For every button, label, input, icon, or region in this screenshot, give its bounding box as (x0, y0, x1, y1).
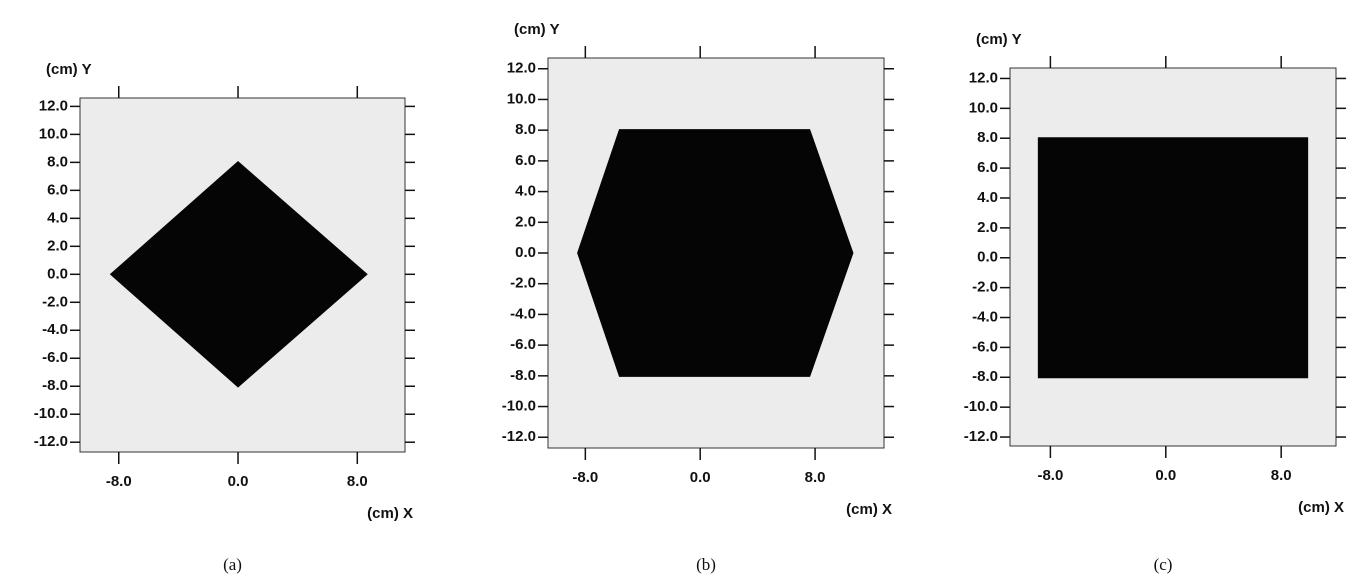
y-tick-label: 12.0 (39, 97, 68, 114)
y-tick-label: 4.0 (515, 183, 536, 200)
x-tick-label: 8.0 (1271, 467, 1292, 484)
y-tick-label: 12.0 (507, 60, 536, 77)
y-tick-label: -10.0 (502, 398, 536, 415)
x-tick-label: 0.0 (690, 469, 711, 486)
y-tick-label: 0.0 (977, 249, 998, 266)
x-tick-label: 8.0 (347, 473, 368, 490)
y-tick-label: 8.0 (977, 129, 998, 146)
y-tick-label: 10.0 (969, 99, 998, 116)
x-tick-label: 8.0 (805, 469, 826, 486)
y-tick-label: 10.0 (39, 125, 68, 142)
x-axis-label: (cm) X (1298, 499, 1344, 516)
y-tick-label: 2.0 (515, 213, 536, 230)
figure: 12.0 10.0 8.0 6.0 4.0 2.0 0.0 -2.0 -4.0 -6.0 -8.0 -… (0, 0, 1366, 578)
y-tick-label: -12.0 (502, 428, 536, 445)
x-tick-label: -8.0 (1037, 467, 1063, 484)
caption: (b) (696, 555, 716, 574)
y-tick-label: 6.0 (515, 152, 536, 169)
y-tick-label: -10.0 (964, 398, 998, 415)
y-tick-label: 12.0 (969, 69, 998, 86)
y-tick-label: 10.0 (507, 90, 536, 107)
y-tick-label: 0.0 (47, 265, 68, 282)
y-tick-label: -4.0 (972, 308, 998, 325)
y-tick-label: -4.0 (42, 321, 68, 338)
x-tick-label: 0.0 (228, 473, 249, 490)
y-tick-label: 8.0 (515, 121, 536, 138)
y-tick-label: -12.0 (34, 433, 68, 450)
y-tick-label: -6.0 (42, 349, 68, 366)
x-axis-label: (cm) X (846, 501, 892, 518)
y-tick-label: 6.0 (977, 159, 998, 176)
y-tick-label: 4.0 (977, 189, 998, 206)
y-tick-label: -4.0 (510, 305, 536, 322)
y-tick-label: 2.0 (47, 237, 68, 254)
y-tick-label: -12.0 (964, 428, 998, 445)
y-tick-label: 4.0 (47, 209, 68, 226)
x-tick-label: -8.0 (106, 473, 132, 490)
panel: 12.0 10.0 8.0 6.0 4.0 2.0 0.0 -2.0 -4.0 -6.0 -8.0 -… (502, 21, 894, 574)
y-tick-label: -8.0 (510, 367, 536, 384)
y-tick-label: -10.0 (34, 405, 68, 422)
y-tick-label: -2.0 (42, 293, 68, 310)
panel: 12.0 10.0 8.0 6.0 4.0 2.0 0.0 -2.0 -4.0 -6.0 -8.0 -… (964, 31, 1346, 574)
x-axis-label: (cm) X (367, 505, 413, 522)
y-tick-label: 2.0 (977, 219, 998, 236)
x-tick-label: -8.0 (572, 469, 598, 486)
y-tick-label: 6.0 (47, 181, 68, 198)
y-tick-label: 8.0 (47, 153, 68, 170)
panel: 12.0 10.0 8.0 6.0 4.0 2.0 0.0 -2.0 -4.0 -6.0 -8.0 -… (34, 61, 415, 574)
y-axis-label: (cm) Y (514, 21, 560, 38)
y-tick-label: -6.0 (972, 338, 998, 355)
x-tick-label: 0.0 (1155, 467, 1176, 484)
y-tick-label: -8.0 (42, 377, 68, 394)
y-tick-label: -6.0 (510, 336, 536, 353)
y-tick-label: 0.0 (515, 244, 536, 261)
caption: (c) (1154, 555, 1173, 574)
y-tick-label: -8.0 (972, 368, 998, 385)
shape (1039, 138, 1307, 377)
y-tick-label: -2.0 (510, 275, 536, 292)
y-axis-label: (cm) Y (976, 31, 1022, 48)
y-tick-label: -2.0 (972, 279, 998, 296)
caption: (a) (223, 555, 242, 574)
shape (578, 130, 852, 376)
y-axis-label: (cm) Y (46, 61, 92, 78)
